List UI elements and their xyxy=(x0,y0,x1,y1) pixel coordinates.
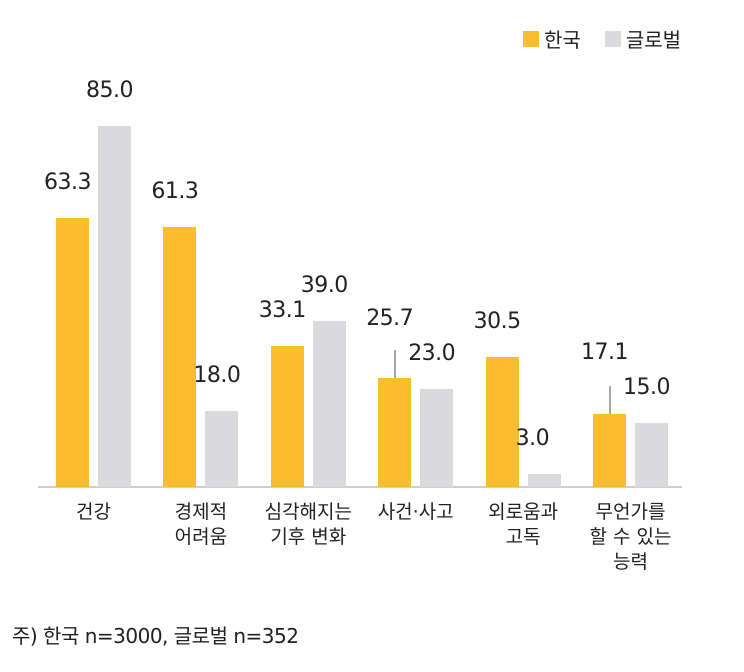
bar-global-2 xyxy=(312,321,346,487)
bar-global-1 xyxy=(205,410,239,487)
value-label-korea-3: 25.7 xyxy=(366,305,414,331)
legend-item-global: 글로벌 xyxy=(604,24,682,53)
category-label-4: 외로움과 고독 xyxy=(488,501,559,548)
bar-korea-0 xyxy=(56,218,89,487)
category-label-3: 사건·사고 xyxy=(377,501,454,523)
footnote: 주) 한국 n=3000, 글로벌 n=352 xyxy=(12,624,299,648)
bar-global-3 xyxy=(420,389,454,487)
bar-korea-1 xyxy=(163,226,197,487)
legend-label-korea: 한국 xyxy=(544,28,581,52)
chart-legend: 한국 글로벌 xyxy=(523,24,705,53)
category-label-0: 건강 xyxy=(76,501,111,523)
bar-korea-5 xyxy=(593,414,626,487)
value-label-korea-1: 61.3 xyxy=(151,178,199,204)
leader-line-5 xyxy=(609,386,611,415)
bar-global-5 xyxy=(635,423,668,487)
value-label-korea-4: 30.5 xyxy=(473,309,521,335)
x-axis-line xyxy=(38,486,682,488)
bar-global-0 xyxy=(98,126,131,487)
legend-label-global: 글로벌 xyxy=(625,28,682,52)
legend-swatch-global xyxy=(604,30,621,47)
value-label-global-1: 18.0 xyxy=(193,362,241,388)
value-label-global-2: 39.0 xyxy=(300,273,348,299)
value-label-global-0: 85.0 xyxy=(86,78,133,103)
value-label-korea-5: 17.1 xyxy=(581,340,628,366)
bar-korea-3 xyxy=(378,377,412,487)
bar-korea-4 xyxy=(485,357,519,487)
category-label-1: 경제적 어려움 xyxy=(174,501,228,548)
value-label-global-5: 15.0 xyxy=(623,375,670,401)
legend-item-korea: 한국 xyxy=(523,24,581,53)
leader-line-3 xyxy=(394,349,397,378)
bar-global-4 xyxy=(527,474,561,487)
legend-swatch-korea xyxy=(523,30,539,47)
value-label-korea-0: 63.3 xyxy=(44,170,91,196)
category-label-5: 무언가를 할 수 있는 능력 xyxy=(589,501,672,573)
value-label-korea-2: 33.1 xyxy=(258,298,306,324)
value-label-global-4: 3.0 xyxy=(515,426,550,452)
category-label-2: 심각해지는 기후 변화 xyxy=(264,501,352,548)
value-label-global-3: 23.0 xyxy=(408,341,456,367)
bar-korea-2 xyxy=(270,346,304,487)
